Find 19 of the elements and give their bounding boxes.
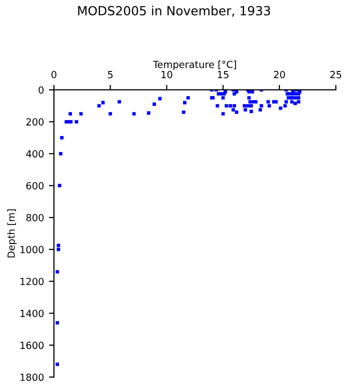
x-axis-title: Temperature [°C]: [152, 60, 236, 70]
x-tick-label: 15: [218, 71, 228, 78]
y-tick-label: 1800: [20, 374, 44, 381]
y-tick-label: 200: [26, 118, 44, 126]
chart-title: MODS2005 in November, 1933: [78, 6, 270, 17]
y-axis-title: Depth [m]: [7, 209, 17, 258]
x-tick-label: 25: [330, 70, 342, 78]
y-tick-label: 0: [38, 86, 44, 94]
x-tick-label: 5: [108, 71, 113, 78]
y-tick-label: 1400: [20, 310, 44, 318]
y-tick-label: 400: [26, 150, 44, 158]
x-tick-label: 20: [274, 70, 285, 78]
y-tick-label: 800: [26, 214, 44, 222]
y-tick-label: 1600: [20, 342, 44, 350]
x-tick-label: 0: [51, 70, 56, 78]
y-tick-label: 1200: [20, 278, 44, 286]
y-tick-label: 600: [26, 182, 44, 190]
y-tick-label: 1000: [20, 246, 44, 254]
x-tick-label: 10: [162, 70, 172, 78]
